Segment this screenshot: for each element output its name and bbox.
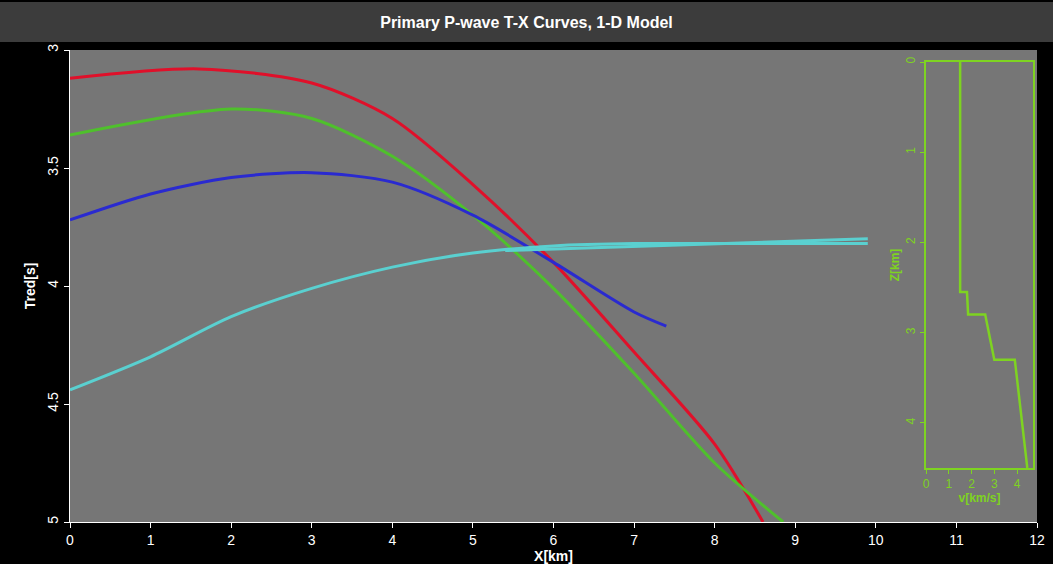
svg-text:3.5: 3.5	[45, 156, 61, 176]
svg-text:12: 12	[1029, 532, 1045, 548]
svg-text:0: 0	[923, 477, 930, 491]
svg-text:0: 0	[904, 57, 918, 64]
svg-text:4: 4	[45, 280, 61, 288]
svg-text:1: 1	[945, 477, 952, 491]
svg-text:8: 8	[711, 532, 719, 548]
svg-text:0: 0	[66, 532, 74, 548]
svg-text:5: 5	[469, 532, 477, 548]
svg-text:Z[km]: Z[km]	[888, 249, 902, 282]
svg-text:11: 11	[949, 532, 964, 548]
svg-text:1: 1	[147, 532, 155, 548]
svg-text:2: 2	[227, 532, 235, 548]
svg-text:6: 6	[550, 532, 558, 548]
svg-text:3: 3	[308, 532, 316, 548]
svg-text:Tred[s]: Tred[s]	[22, 263, 38, 310]
svg-text:7: 7	[630, 532, 638, 548]
svg-text:9: 9	[791, 532, 799, 548]
svg-text:3: 3	[991, 477, 998, 491]
svg-text:1: 1	[904, 147, 918, 154]
svg-text:3: 3	[904, 327, 918, 334]
svg-text:4.5: 4.5	[45, 392, 61, 412]
svg-text:4: 4	[904, 417, 918, 424]
svg-text:4: 4	[1014, 477, 1021, 491]
svg-text:3: 3	[45, 44, 61, 52]
svg-text:X[km]: X[km]	[534, 548, 573, 564]
svg-text:2: 2	[968, 477, 975, 491]
svg-text:4: 4	[388, 532, 396, 548]
svg-text:5: 5	[45, 516, 61, 524]
svg-text:Primary P-wave T-X Curves, 1-D: Primary P-wave T-X Curves, 1-D Model	[380, 14, 673, 31]
svg-text:v[km/s]: v[km/s]	[958, 491, 1000, 505]
svg-text:10: 10	[868, 532, 884, 548]
svg-text:2: 2	[904, 237, 918, 244]
